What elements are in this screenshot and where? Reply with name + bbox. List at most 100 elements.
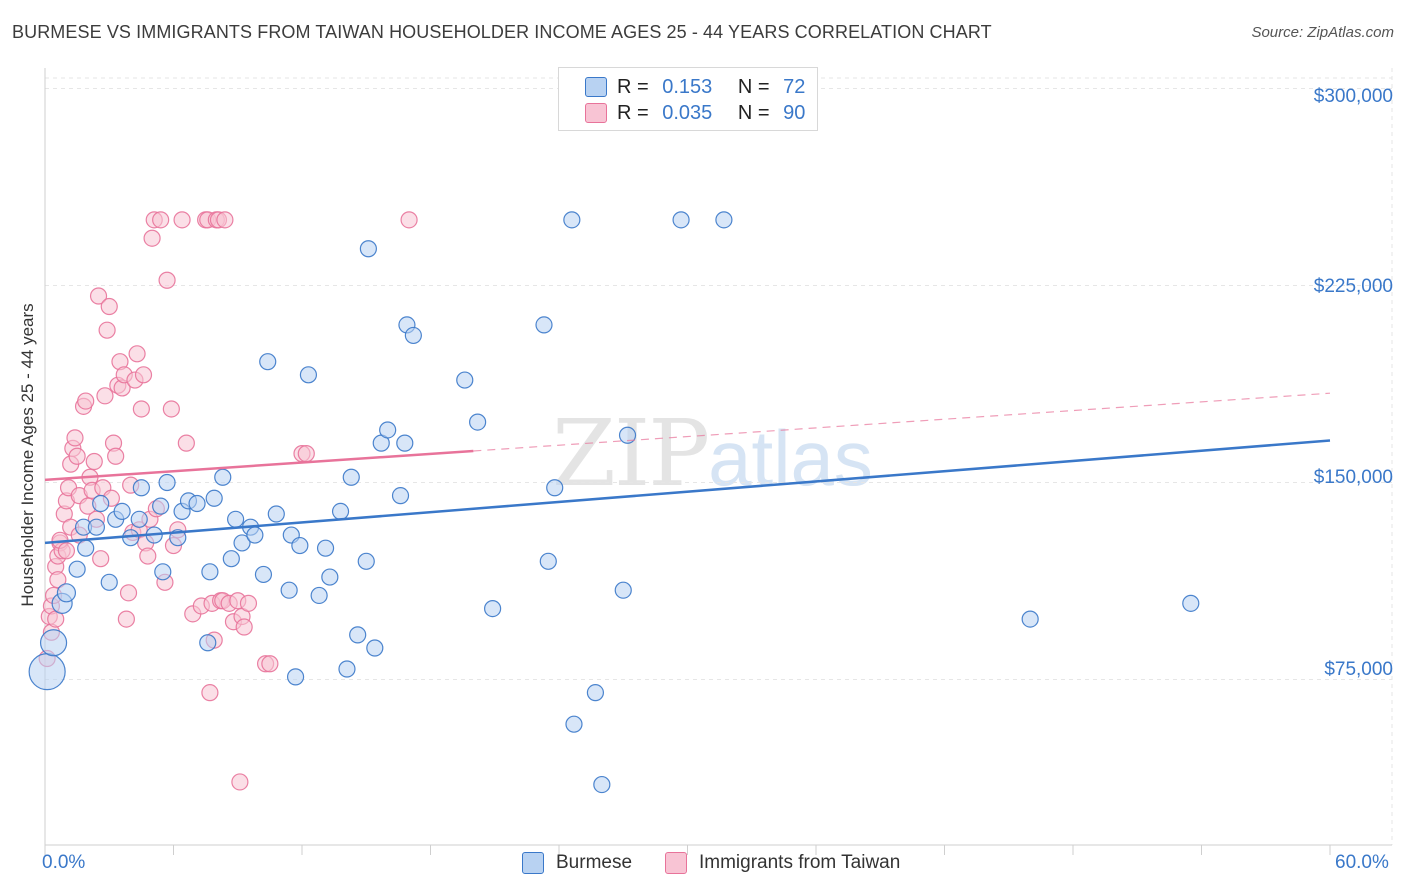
correlation-legend: R = 0.153 N = 72 R = 0.035 N = 90 [558, 67, 818, 131]
series-burmese [28, 211, 1200, 794]
taiwan-point [128, 345, 146, 363]
taiwan-point [143, 229, 161, 247]
chart-title: BURMESE VS IMMIGRANTS FROM TAIWAN HOUSEH… [12, 22, 992, 42]
r-value: 0.153 [662, 75, 713, 98]
burmese-point [259, 353, 277, 371]
taiwan-point [100, 297, 118, 316]
axes [44, 68, 1392, 855]
n-label: N = [737, 101, 770, 124]
burmese-point [586, 684, 605, 702]
burmese-point [199, 634, 217, 652]
burmese-point [152, 497, 170, 515]
burmese-point [614, 581, 632, 599]
taiwan-point [216, 211, 234, 229]
x-tick-label-max: 60.0% [1335, 852, 1389, 873]
burmese-point [92, 494, 110, 513]
burmese-point [286, 668, 305, 686]
taiwan-point [117, 610, 135, 628]
burmese-point [535, 316, 553, 334]
burmese-point [68, 560, 86, 578]
burmese-point [299, 366, 318, 384]
burmese-point [321, 568, 339, 586]
legend-label-burmese: Burmese [556, 852, 633, 873]
burmese-point [338, 660, 356, 678]
burmese-point [56, 583, 77, 603]
burmese-point [618, 426, 637, 444]
y-tick-label: $150,000 [1313, 467, 1393, 488]
burmese-point [254, 565, 273, 584]
n-value: 90 [783, 101, 806, 124]
taiwan-point [85, 452, 103, 471]
taiwan-point [119, 584, 138, 602]
taiwan-point [66, 429, 84, 447]
burmese-point [39, 629, 68, 657]
burmese-point [539, 552, 557, 570]
burmese-point [205, 489, 223, 507]
taiwan-point [177, 434, 195, 452]
burmese-point [456, 371, 474, 389]
burmese-point [404, 326, 422, 345]
r-label: R = [617, 75, 649, 98]
n-label: N = [737, 75, 770, 98]
legend-label-taiwan: Immigrants from Taiwan [699, 852, 901, 873]
y-axis-label: Householder Income Ages 25 - 44 years [18, 303, 37, 607]
x-tick-label-min: 0.0% [42, 852, 86, 873]
taiwan-point [92, 550, 110, 568]
taiwan-point [239, 594, 258, 612]
taiwan-point [96, 387, 114, 405]
burmese-point [563, 211, 581, 229]
gridlines [45, 68, 1393, 845]
y-tick-label: $300,000 [1313, 86, 1393, 107]
burmese-point [227, 510, 245, 528]
legend-swatch-burmese [522, 852, 544, 874]
burmese-point [222, 550, 240, 568]
burmese-point [233, 534, 251, 552]
source-label: Source: ZipAtlas.com [1251, 24, 1394, 41]
burmese-point [87, 518, 106, 536]
burmese-point [188, 494, 206, 513]
legend-item-taiwan[interactable]: Immigrants from Taiwan [665, 852, 900, 874]
n-value: 72 [783, 75, 806, 98]
burmese-point [359, 240, 377, 258]
taiwan-point [201, 684, 219, 702]
burmese-point [280, 581, 298, 599]
burmese-point [201, 563, 219, 581]
legend-swatch-taiwan [665, 852, 687, 874]
taiwan-trend-line [44, 449, 474, 482]
watermark: ZIPatlas [552, 400, 873, 507]
burmese-point [1021, 610, 1039, 628]
burmese-point [672, 211, 690, 229]
r-label: R = [617, 101, 649, 124]
legend-item-burmese[interactable]: Burmese [522, 852, 632, 874]
burmese-point [546, 479, 564, 497]
burmese-point [565, 715, 583, 733]
burmese-point [379, 421, 397, 439]
taiwan-point [400, 211, 418, 229]
taiwan-point [107, 447, 125, 465]
burmese-point [77, 539, 95, 557]
burmese-point [246, 526, 264, 544]
taiwan-point [132, 400, 150, 418]
taiwan-point [98, 321, 116, 339]
taiwan-point [152, 211, 170, 229]
watermark-zip: ZIP [552, 400, 710, 507]
legend-swatch-burmese [585, 77, 607, 97]
taiwan-point [68, 447, 86, 465]
taiwan-point [134, 366, 153, 384]
burmese-point [28, 653, 66, 691]
burmese-point [113, 502, 131, 521]
burmese-point [310, 586, 328, 605]
y-tick-label: $225,000 [1313, 276, 1393, 297]
taiwan-point [49, 571, 67, 589]
burmese-point [469, 413, 487, 431]
burmese-point [331, 502, 350, 521]
burmese-point [1182, 594, 1200, 612]
taiwan-trend-extension [473, 392, 1331, 452]
r-value: 0.035 [662, 101, 713, 124]
burmese-point [267, 505, 285, 523]
taiwan-point [89, 287, 108, 305]
legend-swatch-taiwan [585, 103, 607, 123]
y-tick-label: $75,000 [1324, 659, 1393, 680]
burmese-point [154, 563, 172, 581]
